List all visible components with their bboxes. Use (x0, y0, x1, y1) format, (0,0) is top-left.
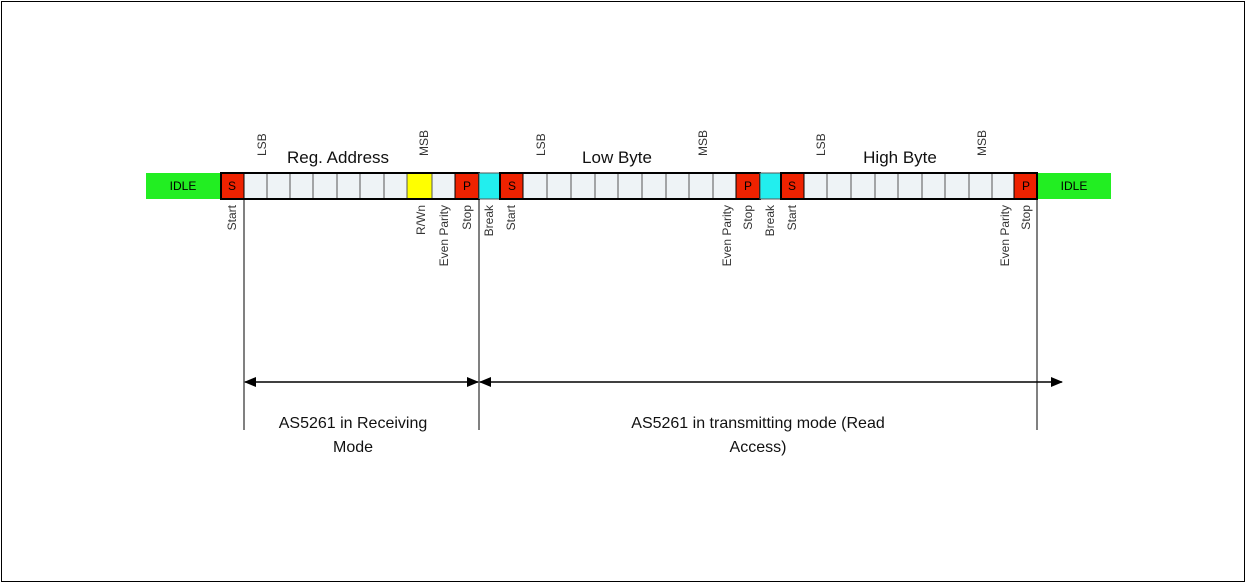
even-parity-bit (991, 172, 1015, 200)
start-label-3: Start (785, 204, 799, 230)
break-bit-2 (759, 172, 782, 200)
idle-left-label: IDLE (170, 179, 197, 193)
frame-title: High Byte (863, 148, 937, 167)
start-bit-label: S (788, 179, 796, 193)
stop-label-2: Stop (741, 205, 755, 230)
lsb-label: LSB (534, 133, 548, 156)
lsb-label: LSB (814, 133, 828, 156)
stop-label-1: Stop (460, 205, 474, 230)
frame-high-byte: S P High Byte LSB MSB (780, 130, 1038, 200)
frame-reg-address: S P Reg. Address LSB MSB (220, 130, 480, 200)
start-bit-label: S (228, 179, 236, 193)
idle-right-label: IDLE (1061, 179, 1088, 193)
msb-label: MSB (696, 130, 710, 156)
start-label-1: Start (225, 204, 239, 230)
transmitting-line1: AS5261 in transmitting mode (Read (631, 415, 884, 432)
stop-bit-label: P (463, 179, 471, 193)
break-bit-1 (478, 172, 501, 200)
receiving-line1: AS5261 in Receiving (279, 415, 428, 432)
frame-title: Low Byte (582, 148, 652, 167)
stop-bit (454, 172, 480, 200)
stop-bit-label: P (744, 179, 752, 193)
start-label-2: Start (504, 204, 518, 230)
msb-label: MSB (975, 130, 989, 156)
lsb-label: LSB (255, 133, 269, 156)
idle-right: IDLE (1037, 173, 1111, 199)
even-parity-bit (712, 172, 737, 200)
stop-label-3: Stop (1019, 205, 1033, 230)
rwn-label: R/Wn (414, 205, 428, 235)
idle-left: IDLE (146, 173, 221, 199)
receiving-line2: Mode (333, 439, 373, 456)
even-parity-label-2: Even Parity (720, 205, 734, 266)
even-parity-label-3: Even Parity (998, 205, 1012, 266)
frame-title: Reg. Address (287, 148, 389, 167)
transmitting-mode-caption: AS5261 in transmitting mode (Read Access… (631, 415, 884, 456)
break-label-2: Break (763, 204, 777, 236)
rwn-bit (406, 172, 433, 200)
even-parity-label-1: Even Parity (437, 205, 451, 266)
divider-lines (243, 199, 1038, 430)
bit-labels: Start R/Wn Even Parity Stop Break Start … (225, 204, 1033, 266)
even-parity-bit (431, 172, 456, 200)
receiving-mode-caption: AS5261 in Receiving Mode (279, 415, 428, 456)
msb-label: MSB (417, 130, 431, 156)
start-bit-label: S (508, 179, 516, 193)
transmitting-line2: Access) (730, 439, 787, 456)
stop-bit-label: P (1022, 179, 1030, 193)
break-label-1: Break (482, 204, 496, 236)
